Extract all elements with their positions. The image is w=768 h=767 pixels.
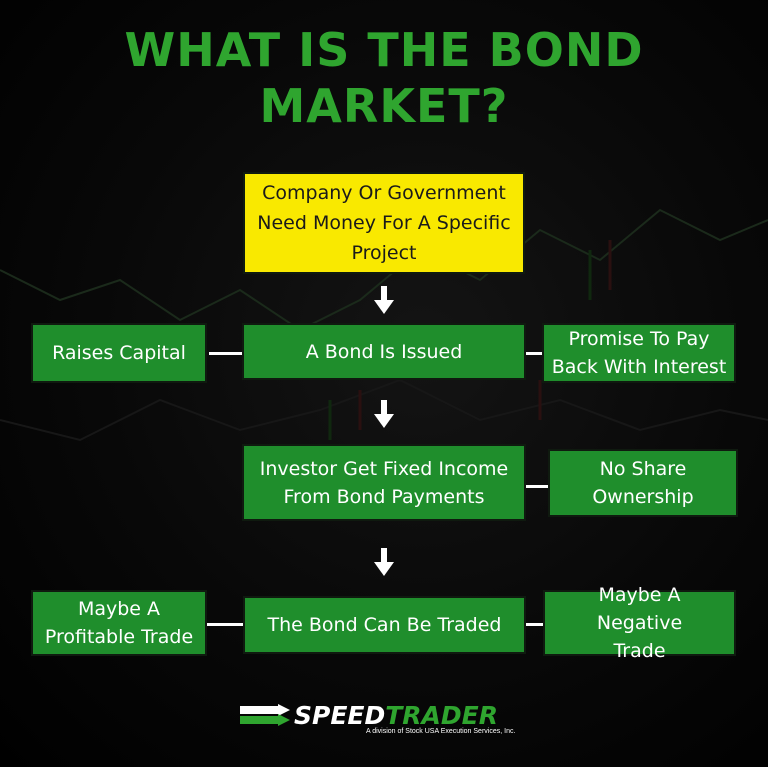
connector-line xyxy=(526,352,542,355)
start-box-label: Company Or Government Need Money For A S… xyxy=(257,182,511,264)
traded-label: The Bond Can Be Traded xyxy=(267,614,502,636)
connector-line xyxy=(526,485,548,488)
bond-issued-label: A Bond Is Issued xyxy=(305,340,463,363)
investor-label: Investor Get Fixed Income From Bond Paym… xyxy=(259,457,509,508)
traded-box: The Bond Can Be Traded xyxy=(243,596,526,654)
connector-line xyxy=(209,352,242,355)
down-arrow-icon xyxy=(374,548,394,576)
no-share-box: No Share Ownership xyxy=(548,449,738,517)
logo-speed: SPEED xyxy=(294,701,386,730)
connector-line xyxy=(526,623,543,626)
title-line-1: WHAT IS THE BOND xyxy=(124,23,644,77)
down-arrow-icon xyxy=(374,400,394,428)
profitable-label: Maybe A Profitable Trade xyxy=(44,598,194,648)
down-arrow-icon xyxy=(374,286,394,314)
raises-capital-label: Raises Capital xyxy=(52,342,186,364)
double-arrow-logo-icon xyxy=(240,704,290,726)
investor-box: Investor Get Fixed Income From Bond Paym… xyxy=(242,444,526,521)
page-title: WHAT IS THE BOND MARKET? xyxy=(0,22,768,134)
title-line-2: MARKET? xyxy=(259,79,509,133)
raises-capital-box: Raises Capital xyxy=(31,323,207,383)
speedtrader-logo: SPEEDTRADER A division of Stock USA Exec… xyxy=(236,700,536,740)
promise-label: Promise To Pay Back With Interest xyxy=(551,328,727,378)
logo-trader: TRADER xyxy=(385,701,498,730)
promise-box: Promise To Pay Back With Interest xyxy=(542,323,736,383)
profitable-box: Maybe A Profitable Trade xyxy=(31,590,207,656)
start-box: Company Or Government Need Money For A S… xyxy=(243,172,525,274)
no-share-label: No Share Ownership xyxy=(592,458,694,508)
logo-tagline: A division of Stock USA Execution Servic… xyxy=(366,728,516,735)
bond-issued-box: A Bond Is Issued xyxy=(242,323,526,380)
negative-box: Maybe A Negative Trade xyxy=(543,584,736,662)
logo-wordmark: SPEEDTRADER xyxy=(294,702,498,730)
connector-line xyxy=(207,623,243,626)
negative-label: Maybe A Negative Trade xyxy=(596,584,683,662)
